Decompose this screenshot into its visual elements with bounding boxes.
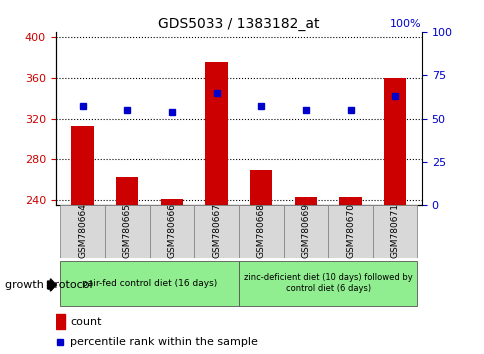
- Bar: [56, 314, 65, 329]
- Text: GSM780668: GSM780668: [256, 203, 265, 258]
- Bar: [160, 199, 182, 205]
- Text: pair-fed control diet (16 days): pair-fed control diet (16 days): [82, 279, 217, 288]
- Text: percentile rank within the sample: percentile rank within the sample: [70, 337, 258, 347]
- Text: GSM780664: GSM780664: [78, 203, 87, 258]
- Bar: [328, 205, 372, 258]
- Text: GSM780670: GSM780670: [345, 203, 354, 258]
- Bar: [149, 205, 194, 258]
- Bar: [372, 205, 417, 258]
- Bar: [205, 62, 227, 205]
- Text: GSM780667: GSM780667: [212, 203, 221, 258]
- Text: GSM780669: GSM780669: [301, 203, 310, 258]
- Bar: [239, 205, 283, 258]
- Text: GSM780671: GSM780671: [390, 203, 399, 258]
- Text: growth protocol: growth protocol: [5, 280, 92, 290]
- Text: 100%: 100%: [390, 19, 421, 29]
- Bar: [105, 205, 149, 258]
- Bar: [71, 126, 93, 205]
- Bar: [339, 197, 361, 205]
- Bar: [294, 197, 317, 205]
- Text: count: count: [70, 316, 102, 327]
- Bar: [383, 78, 406, 205]
- Bar: [116, 177, 138, 205]
- Text: GSM780665: GSM780665: [122, 203, 132, 258]
- Text: GSM780666: GSM780666: [167, 203, 176, 258]
- Bar: [283, 205, 328, 258]
- Bar: [239, 261, 417, 306]
- Title: GDS5033 / 1383182_at: GDS5033 / 1383182_at: [158, 17, 319, 31]
- Text: zinc-deficient diet (10 days) followed by
control diet (6 days): zinc-deficient diet (10 days) followed b…: [243, 274, 412, 293]
- Bar: [250, 170, 272, 205]
- Bar: [60, 261, 239, 306]
- Bar: [194, 205, 238, 258]
- Bar: [60, 205, 105, 258]
